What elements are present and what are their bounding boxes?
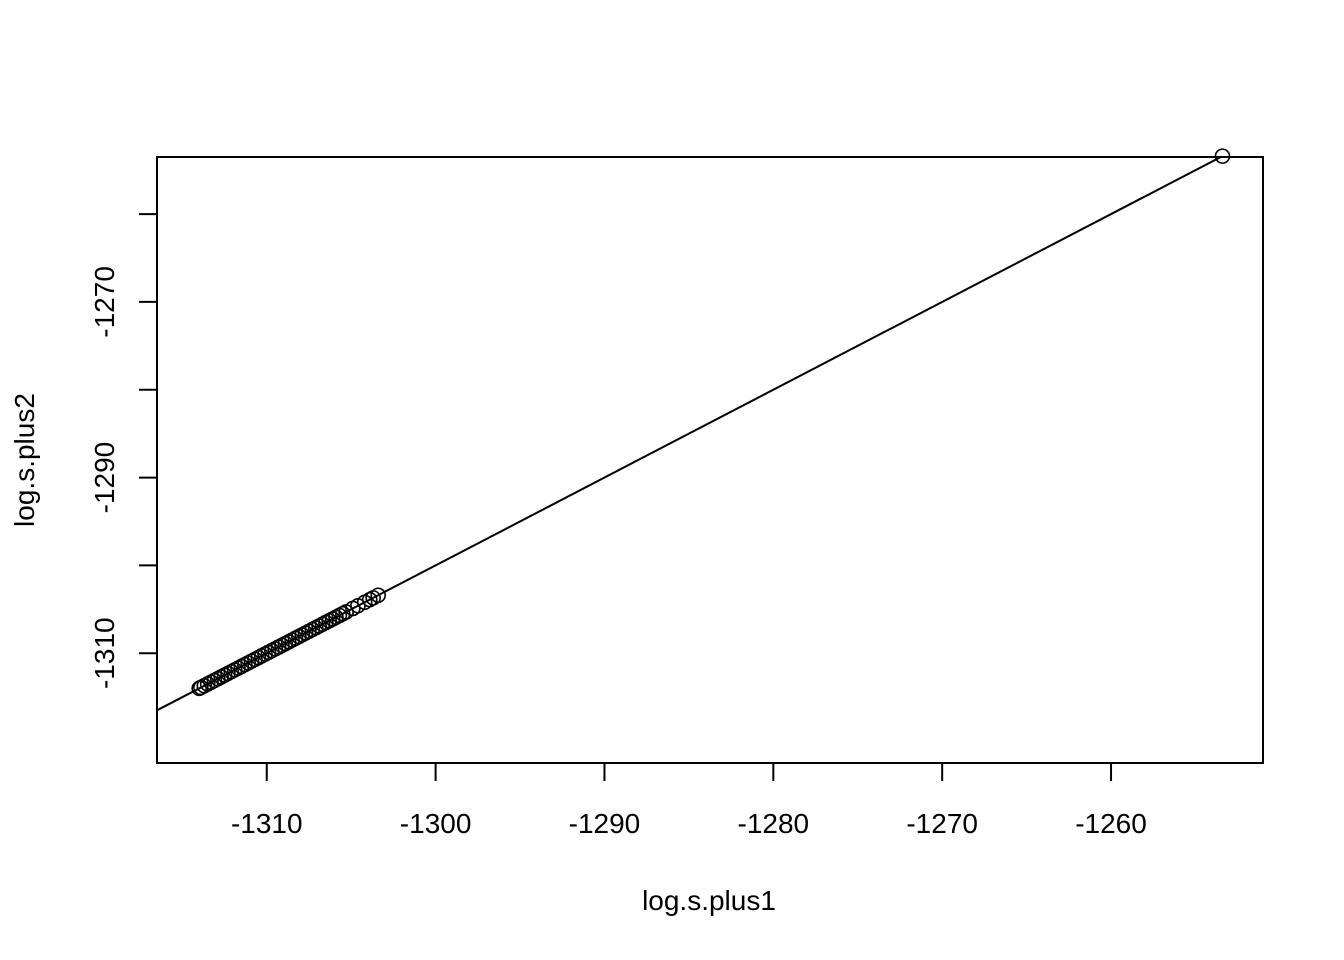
x-axis-label: log.s.plus1	[642, 885, 776, 916]
y-tick-label: -1310	[89, 617, 120, 689]
x-tick-label: -1310	[231, 808, 303, 839]
data-point	[191, 680, 208, 697]
plot-marks	[156, 148, 1231, 712]
x-tick-label: -1300	[400, 808, 472, 839]
plot-frame	[156, 156, 1264, 764]
y-tick-label: -1290	[89, 442, 120, 514]
x-tick-label: -1280	[738, 808, 810, 839]
y-axis: -1310 -1290 -1270	[89, 213, 158, 689]
x-tick-label: -1270	[906, 808, 978, 839]
x-tick-label: -1260	[1075, 808, 1147, 839]
y-axis-label: log.s.plus2	[9, 393, 40, 527]
x-axis: -1310 -1300 -1290 -1280 -1270 -1260	[231, 762, 1147, 839]
reference-line	[156, 156, 1222, 712]
y-tick-label: -1270	[89, 266, 120, 338]
x-tick-label: -1290	[569, 808, 641, 839]
